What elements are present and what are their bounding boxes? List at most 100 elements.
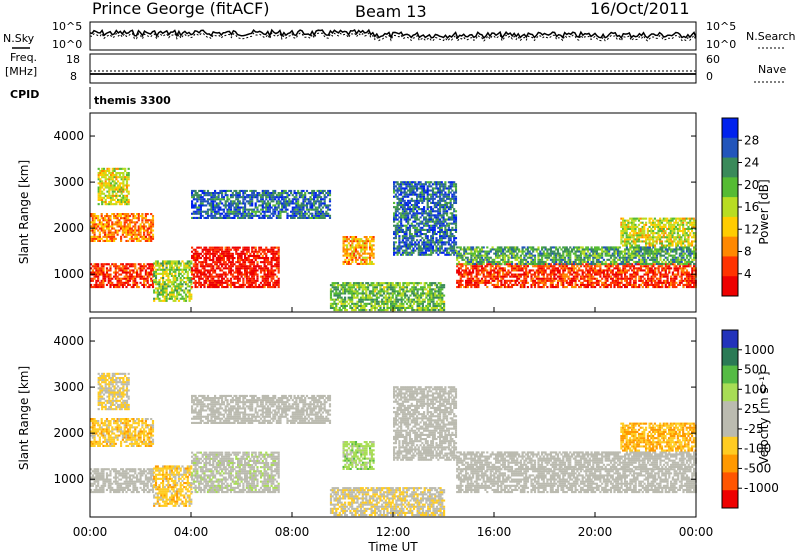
power-cell [127, 184, 130, 187]
power-cell [212, 257, 215, 260]
power-cell [439, 228, 442, 231]
power-cell [416, 235, 419, 238]
power-cell [428, 224, 431, 227]
power-cell [150, 227, 153, 230]
power-cell [412, 235, 415, 238]
power-cell [245, 208, 248, 211]
power-cell [398, 292, 401, 295]
power-cell [252, 281, 256, 284]
power-cell [542, 286, 545, 289]
power-cell [118, 265, 121, 268]
power-cell [226, 277, 229, 280]
power-cell [196, 263, 199, 266]
power-cell [199, 214, 202, 217]
power-cell [393, 304, 396, 307]
power-cell [430, 282, 433, 285]
power-cell [127, 227, 130, 230]
power-cell [423, 187, 426, 190]
power-cell [208, 257, 211, 260]
power-cell [321, 206, 324, 209]
power-cell [390, 296, 393, 299]
power-cell [419, 235, 422, 238]
power-cell [174, 299, 177, 302]
power-cell [363, 258, 366, 261]
power-cell [154, 260, 158, 263]
power-cell [127, 223, 130, 226]
power-cell [409, 290, 412, 293]
power-cell [215, 246, 218, 249]
power-cell [537, 273, 540, 276]
power-cell [316, 196, 319, 199]
power-cell [463, 286, 466, 289]
power-cell [128, 233, 132, 236]
power-cell [351, 236, 354, 239]
power-cell [502, 267, 505, 270]
power-cell [323, 196, 326, 199]
power-cell [219, 279, 222, 282]
power-cell [342, 298, 345, 301]
power-cell [358, 292, 361, 295]
power-cell [210, 275, 213, 278]
power-cell [356, 246, 359, 249]
power-cell [423, 185, 426, 188]
power-cell [252, 208, 256, 211]
power-cell [365, 248, 368, 251]
power-cell [113, 194, 116, 197]
power-cell [136, 221, 139, 224]
power-cell [221, 250, 224, 253]
power-cell [421, 199, 424, 202]
power-cell [398, 185, 401, 188]
freq-panel [89, 53, 697, 84]
power-cell [261, 196, 264, 199]
power-cell [295, 196, 298, 199]
power-cell [245, 279, 248, 282]
power-cell [268, 248, 271, 251]
power-cell [402, 290, 405, 293]
power-cell [212, 252, 215, 255]
power-cell [519, 273, 522, 276]
power-cell [158, 285, 161, 288]
power-cell [408, 208, 412, 211]
power-cell [537, 271, 540, 274]
power-cell [309, 206, 312, 209]
power-cell [263, 273, 266, 276]
power-cell [435, 216, 438, 219]
power-cell [104, 186, 107, 189]
power-cell [228, 248, 231, 251]
power-cell [401, 206, 404, 209]
power-cell [428, 230, 431, 233]
power-cell [206, 275, 210, 278]
power-cell [530, 273, 533, 276]
power-cell [251, 271, 254, 274]
power-cell [398, 193, 401, 196]
power-cell [419, 247, 422, 250]
power-cell [107, 219, 110, 222]
power-cell [434, 292, 437, 295]
power-cell [127, 219, 130, 222]
power-cell [345, 282, 348, 285]
power-cell [442, 206, 445, 209]
power-cell [265, 214, 268, 217]
power-cell [329, 290, 333, 293]
power-cell [238, 261, 241, 264]
power-cell [237, 196, 240, 199]
power-cell [224, 202, 227, 205]
power-cell [194, 252, 197, 255]
power-cell [111, 188, 114, 191]
power-cell [91, 231, 94, 234]
power-cell [91, 237, 94, 240]
power-cell [416, 226, 419, 229]
power-cell [407, 220, 410, 223]
power-cell [381, 294, 384, 297]
power-cell [238, 196, 241, 199]
power-cell [437, 253, 440, 256]
power-cell [196, 273, 199, 276]
power-cell [435, 185, 438, 188]
power-cell [477, 281, 480, 284]
power-cell [162, 266, 165, 269]
power-cell [102, 279, 105, 282]
power-cell [177, 287, 181, 290]
power-cell [519, 265, 522, 268]
power-cell [401, 197, 404, 200]
power-cell [403, 210, 406, 213]
